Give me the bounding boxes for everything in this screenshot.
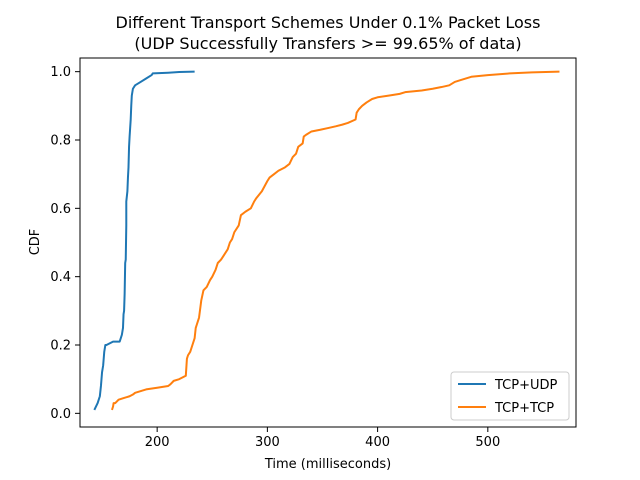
series-line-tcp-udp: [93, 70, 195, 411]
chart-title-line1: Different Transport Schemes Under 0.1% P…: [116, 13, 541, 32]
y-axis-label: CDF: [28, 229, 43, 256]
plot-frame: [79, 57, 577, 428]
series-layer: [93, 70, 560, 411]
x-tick-label: 200: [145, 435, 170, 450]
y-tick-label: 0.8: [50, 134, 71, 149]
x-tick-label: 300: [255, 435, 280, 450]
x-tick-label: 500: [475, 435, 500, 450]
y-tick-label: 0.6: [50, 202, 71, 217]
legend: TCP+UDP TCP+TCP: [450, 371, 570, 421]
y-tick-label: 0.2: [50, 339, 71, 354]
series-line-tcp-tcp: [111, 70, 560, 411]
legend-label-tcp-tcp: TCP+TCP: [494, 401, 554, 416]
y-tick-label: 0.4: [50, 270, 71, 285]
ticks-layer: 200 300 400 500 0.0 0.2 0.4 0.6 0.8 1.0: [50, 65, 500, 450]
y-tick-label: 0.0: [50, 407, 71, 422]
legend-label-tcp-udp: TCP+UDP: [494, 378, 558, 393]
x-tick-label: 400: [365, 435, 390, 450]
y-tick-label: 1.0: [50, 65, 71, 80]
x-axis-label: Time (milliseconds): [264, 457, 391, 472]
chart-title-line2: (UDP Successfully Transfers >= 99.65% of…: [134, 34, 521, 53]
